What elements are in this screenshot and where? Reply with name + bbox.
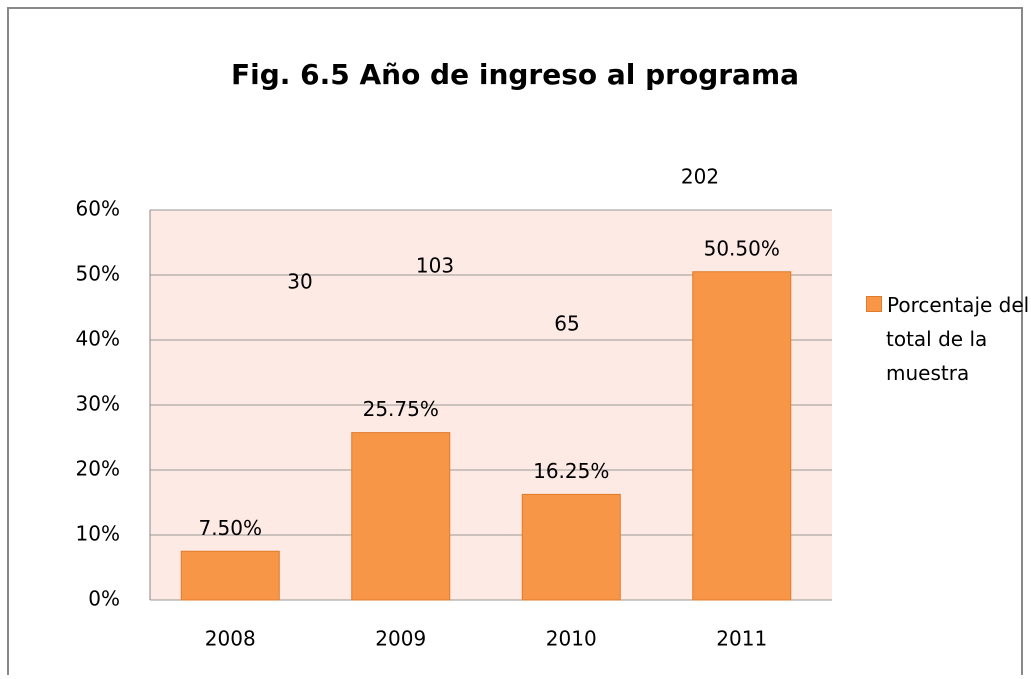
value-label: 16.25% <box>533 459 609 483</box>
x-tick-label: 2009 <box>375 627 426 651</box>
y-tick-label: 10% <box>76 522 120 546</box>
legend-label: Porcentaje del total de la muestra <box>886 293 1030 385</box>
annotation: 202 <box>681 165 719 189</box>
annotation: 65 <box>554 312 579 336</box>
y-tick-label: 20% <box>76 457 120 481</box>
bar <box>180 550 280 601</box>
y-tick-label: 60% <box>76 197 120 221</box>
value-label: 25.75% <box>363 397 439 421</box>
y-tick-label: 0% <box>88 587 120 611</box>
y-tick-label: 30% <box>76 392 120 416</box>
x-tick-label: 2008 <box>205 627 256 651</box>
y-tick-label: 40% <box>76 327 120 351</box>
x-tick-label: 2011 <box>716 627 767 651</box>
frame <box>7 7 1023 679</box>
legend-swatch <box>866 296 882 312</box>
y-tick-label: 50% <box>76 262 120 286</box>
annotation: 103 <box>416 254 454 278</box>
bar <box>692 271 792 601</box>
legend: Porcentaje del total de la muestra <box>866 288 1031 390</box>
annotation: 30 <box>287 270 312 294</box>
chart-title: Fig. 6.5 Año de ingreso al programa <box>231 58 799 91</box>
value-label: 50.50% <box>704 236 780 260</box>
value-label: 7.50% <box>198 516 262 540</box>
bar <box>521 493 621 601</box>
x-tick-label: 2010 <box>546 627 597 651</box>
bar <box>351 432 451 601</box>
